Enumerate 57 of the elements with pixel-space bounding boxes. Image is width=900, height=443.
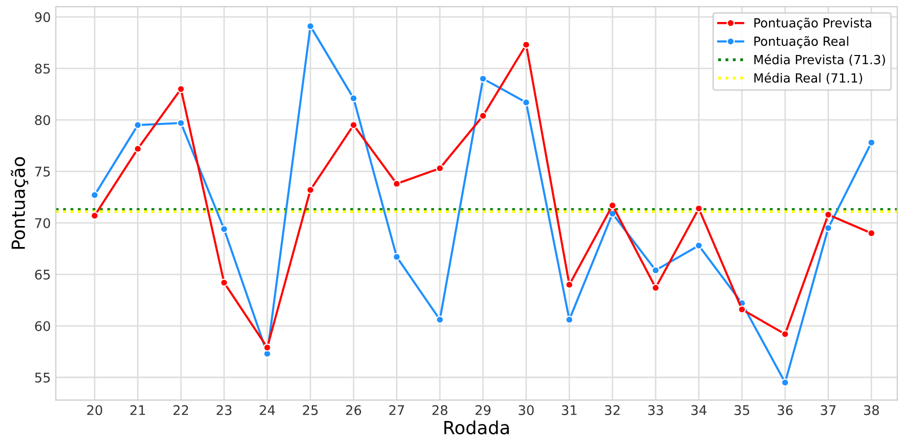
point <box>436 316 444 324</box>
point <box>90 191 99 200</box>
point <box>522 98 530 106</box>
y-tick-label: 75 <box>35 166 50 177</box>
point <box>565 316 574 324</box>
x-tick-label: 26 <box>346 405 362 416</box>
point <box>90 212 99 220</box>
legend-label: Média Real (71.1) <box>754 72 862 84</box>
y-axis-title: Pontuação <box>10 157 28 249</box>
point <box>392 252 401 261</box>
x-tick-label: 37 <box>820 405 836 416</box>
x-tick-label: 32 <box>605 405 620 416</box>
y-tick-label: 90 <box>34 12 50 22</box>
point <box>652 266 660 274</box>
point <box>694 242 703 250</box>
x-tick-label: 33 <box>648 405 663 416</box>
legend-label: Média Prevista (71.3) <box>754 54 885 66</box>
point <box>176 85 185 94</box>
x-tick-label: 34 <box>691 405 706 416</box>
x-tick-label: 35 <box>734 405 750 416</box>
point <box>176 118 185 128</box>
point <box>134 121 142 130</box>
x-tick-label: 25 <box>302 405 318 416</box>
point <box>522 40 530 49</box>
y-tick-label: 55 <box>35 372 50 383</box>
x-tick-label: 31 <box>562 405 577 416</box>
legend-label: Pontuação Real <box>754 36 848 48</box>
y-tick-label: 65 <box>35 270 50 280</box>
x-axis-title: Rodada <box>444 420 509 434</box>
point <box>436 164 444 172</box>
y-tick-label: 85 <box>35 64 50 74</box>
point <box>652 284 660 292</box>
x-tick-label: 36 <box>778 405 793 416</box>
point <box>350 121 358 130</box>
y-tick-label: 80 <box>35 115 50 126</box>
x-tick-label: 24 <box>260 405 275 415</box>
x-tick-label: 28 <box>432 405 448 416</box>
legend-label: Pontuação Prevista <box>754 18 872 30</box>
y-tick-label: 70 <box>35 218 50 228</box>
point <box>824 210 832 219</box>
x-tick-label: 27 <box>389 405 404 415</box>
point <box>220 278 228 287</box>
x-tick-label: 29 <box>476 405 490 416</box>
x-tick-label: 38 <box>864 405 879 416</box>
x-tick-label: 23 <box>216 405 232 416</box>
point <box>392 180 401 188</box>
x-tick-label: 21 <box>130 405 145 415</box>
y-tick-label: 60 <box>35 321 50 332</box>
point <box>263 343 272 352</box>
x-tick-label: 22 <box>174 405 188 415</box>
point <box>694 204 703 213</box>
point <box>134 144 142 153</box>
x-tick-label: 30 <box>518 405 534 416</box>
point <box>867 229 876 238</box>
x-tick-label: 20 <box>87 405 102 416</box>
point <box>824 224 832 232</box>
point <box>565 280 574 289</box>
